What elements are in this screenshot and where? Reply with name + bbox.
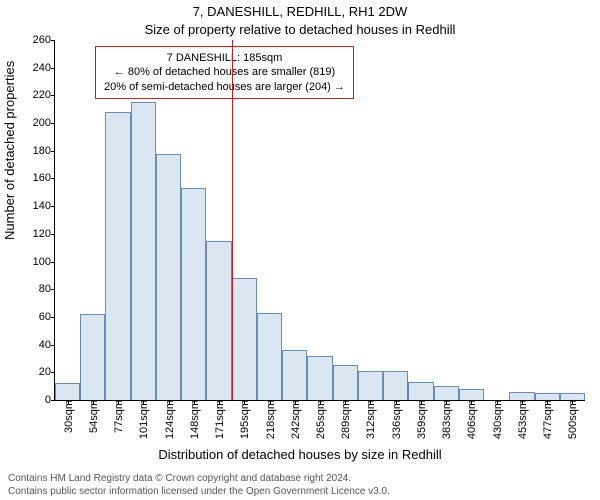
y-tick-mark (51, 345, 55, 346)
histogram-bar (80, 314, 105, 400)
x-tick-label: 289sqm (338, 400, 352, 439)
histogram-bar (131, 102, 156, 400)
histogram-bar (358, 371, 383, 400)
chart-subtitle: Size of property relative to detached ho… (0, 22, 600, 37)
x-tick-label: 54sqm (86, 400, 100, 433)
x-tick-label: 477sqm (540, 400, 554, 439)
x-tick-label: 312sqm (363, 400, 377, 439)
plot-area: 7 DANESHILL: 185sqm ← 80% of detached ho… (54, 40, 585, 401)
x-tick-label: 171sqm (212, 400, 226, 439)
y-tick-label: 40 (11, 339, 55, 351)
histogram-bar (282, 350, 307, 400)
histogram-bar (232, 278, 257, 400)
y-tick-label: 200 (11, 117, 55, 129)
x-tick-label: 265sqm (313, 400, 327, 439)
annotation-line-3: 20% of semi-detached houses are larger (… (104, 80, 345, 94)
histogram-bar (55, 383, 80, 400)
y-tick-label: 260 (11, 34, 55, 46)
y-tick-mark (51, 289, 55, 290)
x-tick-label: 218sqm (263, 400, 277, 439)
histogram-bar (459, 389, 484, 400)
y-tick-label: 100 (11, 256, 55, 268)
x-tick-label: 148sqm (187, 400, 201, 439)
y-tick-label: 120 (11, 228, 55, 240)
histogram-bar (333, 365, 358, 400)
histogram-bar (206, 241, 231, 400)
y-tick-mark (51, 234, 55, 235)
y-tick-label: 180 (11, 145, 55, 157)
y-tick-mark (51, 400, 55, 401)
y-tick-mark (51, 123, 55, 124)
y-tick-label: 80 (11, 283, 55, 295)
y-tick-mark (51, 262, 55, 263)
y-tick-mark (51, 178, 55, 179)
x-tick-label: 336sqm (389, 400, 403, 439)
x-tick-label: 101sqm (136, 400, 150, 439)
histogram-bar (156, 154, 181, 400)
y-tick-label: 20 (11, 366, 55, 378)
x-tick-label: 195sqm (237, 400, 251, 439)
y-tick-mark (51, 151, 55, 152)
x-tick-label: 453sqm (515, 400, 529, 439)
y-tick-mark (51, 372, 55, 373)
histogram-bar (105, 112, 130, 400)
x-tick-label: 77sqm (111, 400, 125, 433)
y-tick-label: 0 (11, 394, 55, 406)
annotation-box: 7 DANESHILL: 185sqm ← 80% of detached ho… (95, 46, 354, 99)
histogram-bar (535, 393, 560, 400)
histogram-bar (560, 393, 585, 400)
chart-title: 7, DANESHILL, REDHILL, RH1 2DW (0, 4, 600, 19)
x-axis-label: Distribution of detached houses by size … (0, 447, 600, 462)
credits: Contains HM Land Registry data © Crown c… (8, 473, 390, 498)
y-tick-label: 220 (11, 89, 55, 101)
y-tick-mark (51, 40, 55, 41)
annotation-line-2: ← 80% of detached houses are smaller (81… (104, 65, 345, 79)
x-tick-label: 430sqm (490, 400, 504, 439)
credits-line-1: Contains HM Land Registry data © Crown c… (8, 473, 390, 486)
y-tick-mark (51, 317, 55, 318)
y-tick-label: 160 (11, 172, 55, 184)
x-tick-label: 124sqm (162, 400, 176, 439)
y-tick-label: 60 (11, 311, 55, 323)
histogram-bar (307, 356, 332, 400)
x-tick-label: 383sqm (439, 400, 453, 439)
histogram-bar (383, 371, 408, 400)
histogram-bar (408, 382, 433, 400)
histogram-bar (257, 313, 282, 400)
credits-line-2: Contains public sector information licen… (8, 486, 390, 499)
x-tick-label: 30sqm (61, 400, 75, 433)
y-tick-mark (51, 68, 55, 69)
x-tick-label: 500sqm (565, 400, 579, 439)
y-tick-mark (51, 206, 55, 207)
histogram-chart: 7, DANESHILL, REDHILL, RH1 2DW Size of p… (0, 0, 600, 500)
x-tick-label: 242sqm (288, 400, 302, 439)
reference-line (232, 40, 233, 400)
histogram-bar (509, 392, 534, 400)
histogram-bar (181, 188, 206, 400)
x-tick-label: 406sqm (464, 400, 478, 439)
y-tick-label: 240 (11, 62, 55, 74)
y-tick-mark (51, 95, 55, 96)
histogram-bar (434, 386, 459, 400)
y-tick-label: 140 (11, 200, 55, 212)
x-tick-label: 359sqm (414, 400, 428, 439)
annotation-line-1: 7 DANESHILL: 185sqm (104, 51, 345, 65)
